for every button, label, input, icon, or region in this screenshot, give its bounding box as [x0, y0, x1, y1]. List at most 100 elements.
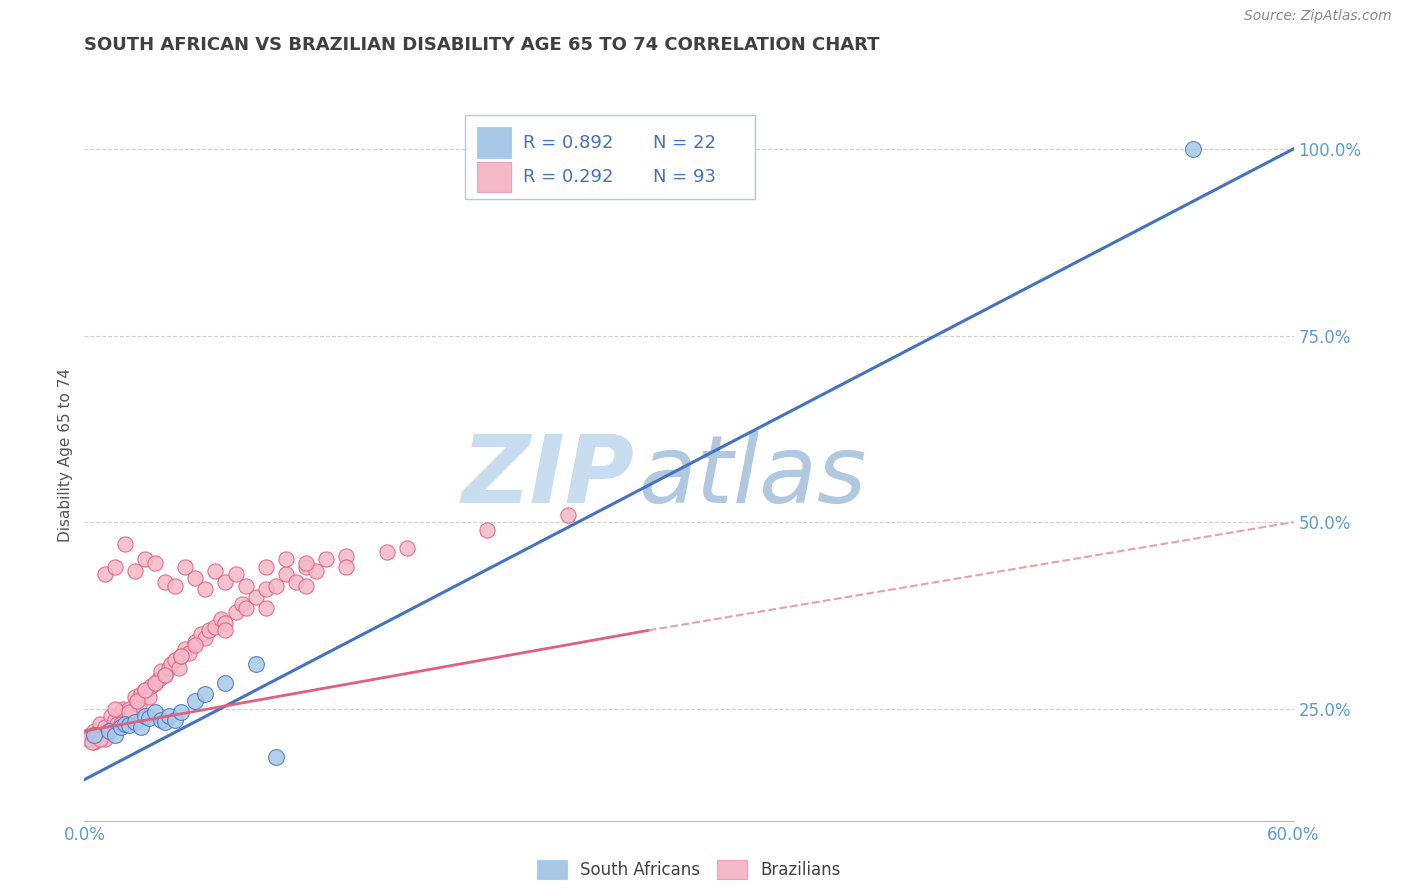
Point	[134, 709, 156, 723]
Text: atlas: atlas	[638, 432, 866, 523]
Point	[167, 660, 190, 674]
Point	[214, 574, 236, 589]
Point	[118, 718, 141, 732]
Point	[1181, 142, 1204, 156]
Point	[104, 701, 127, 715]
Point	[134, 683, 156, 698]
Point	[110, 720, 132, 734]
Point	[477, 523, 499, 537]
Point	[295, 560, 318, 574]
Point	[143, 675, 166, 690]
Point	[204, 619, 226, 633]
Point	[114, 537, 136, 551]
Point	[114, 709, 136, 723]
Text: Source: ZipAtlas.com: Source: ZipAtlas.com	[1244, 9, 1392, 23]
Point	[194, 582, 217, 597]
Point	[254, 601, 277, 615]
Point	[124, 715, 146, 730]
Point	[194, 631, 217, 645]
Point	[184, 638, 207, 652]
Point	[118, 706, 141, 720]
Point	[231, 597, 253, 611]
Point	[104, 728, 127, 742]
Point	[153, 715, 176, 730]
Point	[87, 728, 110, 742]
Point	[89, 716, 111, 731]
Point	[165, 653, 187, 667]
Point	[198, 624, 221, 638]
Point	[93, 720, 115, 734]
Point	[315, 552, 337, 566]
Point	[174, 560, 197, 574]
Point	[170, 706, 193, 720]
Point	[120, 706, 142, 720]
Point	[104, 713, 127, 727]
Point	[264, 578, 287, 592]
Text: N = 22: N = 22	[652, 134, 716, 152]
Point	[138, 690, 160, 705]
Point	[375, 545, 398, 559]
Point	[184, 694, 207, 708]
Point	[165, 713, 187, 727]
Point	[138, 711, 160, 725]
Point	[194, 687, 217, 701]
Point	[89, 731, 111, 746]
Point	[139, 679, 162, 693]
Point	[100, 709, 122, 723]
Legend: South Africans, Brazilians: South Africans, Brazilians	[530, 853, 848, 886]
Point	[77, 731, 100, 746]
Point	[83, 728, 105, 742]
Point	[110, 716, 132, 731]
Point	[274, 567, 297, 582]
Point	[129, 687, 152, 701]
Point	[214, 624, 236, 638]
Point	[295, 556, 318, 570]
Point	[148, 672, 170, 686]
Point	[149, 665, 172, 679]
Point	[209, 612, 232, 626]
Point	[157, 660, 180, 674]
Point	[225, 605, 247, 619]
Point	[174, 642, 197, 657]
Point	[225, 567, 247, 582]
Text: R = 0.292: R = 0.292	[523, 168, 614, 186]
Point	[264, 750, 287, 764]
FancyBboxPatch shape	[465, 115, 755, 199]
Point	[204, 564, 226, 578]
Point	[284, 574, 308, 589]
Point	[170, 649, 193, 664]
Bar	[478, 128, 512, 158]
Point	[125, 694, 148, 708]
Point	[190, 627, 212, 641]
Point	[83, 724, 105, 739]
Point	[82, 735, 104, 749]
Point	[235, 578, 257, 592]
Point	[165, 578, 187, 592]
Point	[184, 571, 207, 585]
Point	[114, 716, 136, 731]
Point	[335, 549, 357, 563]
Point	[134, 683, 156, 698]
Point	[214, 675, 236, 690]
Point	[395, 541, 418, 556]
Point	[305, 564, 328, 578]
Point	[149, 713, 172, 727]
Point	[153, 668, 176, 682]
Point	[83, 735, 105, 749]
Point	[111, 701, 134, 715]
Point	[170, 649, 193, 664]
Point	[335, 560, 357, 574]
Y-axis label: Disability Age 65 to 74: Disability Age 65 to 74	[58, 368, 73, 542]
Point	[143, 556, 166, 570]
Point	[214, 615, 236, 630]
Point	[153, 668, 176, 682]
Point	[104, 560, 127, 574]
Point	[245, 657, 267, 671]
Point	[143, 675, 166, 690]
Point	[97, 724, 120, 739]
Text: ZIP: ZIP	[461, 431, 634, 523]
Text: R = 0.892: R = 0.892	[523, 134, 613, 152]
Bar	[478, 161, 512, 193]
Point	[184, 634, 207, 648]
Point	[160, 657, 183, 671]
